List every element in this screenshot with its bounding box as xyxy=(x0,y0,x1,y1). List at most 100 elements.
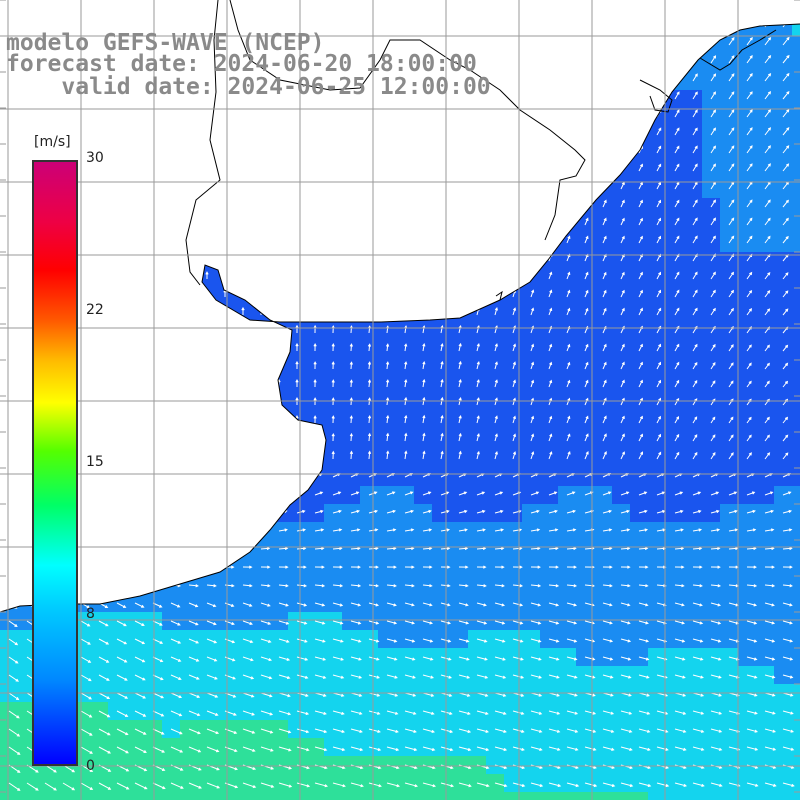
wind-arrow xyxy=(656,433,661,442)
wind-arrow xyxy=(620,710,633,715)
wind-arrow xyxy=(134,692,147,699)
wind-arrow xyxy=(134,638,146,645)
wind-arrow xyxy=(259,378,263,387)
wind-arrow xyxy=(241,378,245,387)
wind-arrow xyxy=(638,127,643,136)
wind-arrow xyxy=(512,656,524,661)
wind-speed-cell xyxy=(540,72,558,90)
wind-arrow xyxy=(566,397,571,406)
wind-speed-cell xyxy=(468,144,486,162)
wind-arrow xyxy=(313,450,317,460)
wind-speed-cell xyxy=(270,198,288,216)
wind-arrow xyxy=(548,782,562,788)
wind-arrow xyxy=(746,289,753,298)
wind-arrow xyxy=(584,656,596,661)
wind-speed-cell xyxy=(198,126,216,144)
wind-speed-cell xyxy=(792,126,800,144)
wind-arrow xyxy=(458,432,462,442)
wind-speed-cell xyxy=(306,216,324,234)
wind-speed-cell xyxy=(792,342,800,360)
wind-speed-cell xyxy=(324,162,342,180)
wind-arrow xyxy=(223,217,227,225)
wind-arrow xyxy=(746,434,752,442)
wind-arrow xyxy=(693,2,698,9)
wind-speed-cell xyxy=(90,450,108,468)
wind-speed-cell xyxy=(756,24,774,36)
wind-speed-cell xyxy=(450,0,468,18)
wind-arrow xyxy=(278,546,289,551)
wind-speed-cell xyxy=(270,0,288,18)
wind-arrow xyxy=(404,528,415,532)
wind-arrow xyxy=(260,674,273,680)
wind-arrow xyxy=(170,620,181,626)
wind-arrow xyxy=(422,199,426,208)
wind-arrow xyxy=(404,638,416,643)
wind-speed-cell xyxy=(252,396,270,414)
wind-arrow xyxy=(639,2,643,9)
wind-speed-cell xyxy=(252,342,270,360)
wind-arrow xyxy=(585,2,588,9)
wind-arrow xyxy=(782,108,790,118)
wind-speed-cell xyxy=(162,270,180,288)
wind-arrow xyxy=(530,782,544,788)
wind-speed-cell xyxy=(432,0,450,18)
wind-arrow xyxy=(728,163,735,172)
wind-arrow xyxy=(746,638,758,643)
wind-arrow xyxy=(458,620,470,625)
wind-arrow xyxy=(43,450,47,459)
wind-speed-cell xyxy=(378,234,396,252)
wind-arrow xyxy=(728,271,734,280)
wind-arrow xyxy=(620,584,631,588)
wind-speed-cell xyxy=(792,774,800,792)
wind-arrow xyxy=(349,162,354,172)
wind-arrow xyxy=(728,289,735,298)
wind-arrow xyxy=(422,271,426,280)
wind-arrow xyxy=(332,710,345,715)
wind-speed-cell xyxy=(522,36,540,54)
wind-arrow xyxy=(115,324,119,333)
wind-speed-cell xyxy=(594,72,612,90)
wind-arrow xyxy=(638,163,643,172)
wind-arrow xyxy=(277,288,281,297)
wind-speed-cell xyxy=(0,360,18,378)
wind-arrow xyxy=(277,432,281,441)
wind-speed-cell xyxy=(252,450,270,468)
wind-arrow xyxy=(530,451,535,460)
wind-arrow xyxy=(62,2,64,9)
wind-arrow xyxy=(242,656,254,662)
wind-arrow xyxy=(97,360,101,369)
wind-arrow xyxy=(404,620,416,625)
wind-speed-cell xyxy=(540,180,558,198)
wind-speed-cell xyxy=(234,270,252,288)
wind-speed-cell xyxy=(522,90,540,108)
wind-arrow xyxy=(134,728,147,735)
wind-speed-cell xyxy=(90,342,108,360)
wind-arrow xyxy=(602,37,607,46)
wind-arrow xyxy=(368,620,380,625)
wind-speed-cell xyxy=(468,108,486,126)
wind-arrow xyxy=(331,450,335,460)
wind-arrow xyxy=(206,584,217,588)
wind-speed-cell xyxy=(324,180,342,198)
wind-speed-cell xyxy=(54,342,72,360)
wind-speed-cell xyxy=(324,234,342,252)
wind-arrow xyxy=(332,674,345,679)
wind-arrow xyxy=(620,109,625,118)
wind-arrow xyxy=(206,728,220,735)
wind-arrow xyxy=(782,145,790,154)
wind-arrow xyxy=(61,217,65,225)
wind-speed-cell xyxy=(126,450,144,468)
wind-arrow xyxy=(620,565,631,569)
wind-arrow xyxy=(620,289,625,298)
wind-arrow xyxy=(170,782,184,789)
wind-arrow xyxy=(43,378,47,387)
wind-arrow xyxy=(494,728,507,733)
wind-arrow xyxy=(152,656,164,663)
wind-arrow xyxy=(332,656,345,661)
wind-speed-cell xyxy=(432,234,450,252)
wind-arrow xyxy=(692,728,705,733)
wind-speed-cell xyxy=(126,558,144,576)
wind-arrow xyxy=(241,217,245,225)
wind-speed-cell xyxy=(720,24,738,36)
wind-speed-cell xyxy=(486,180,504,198)
